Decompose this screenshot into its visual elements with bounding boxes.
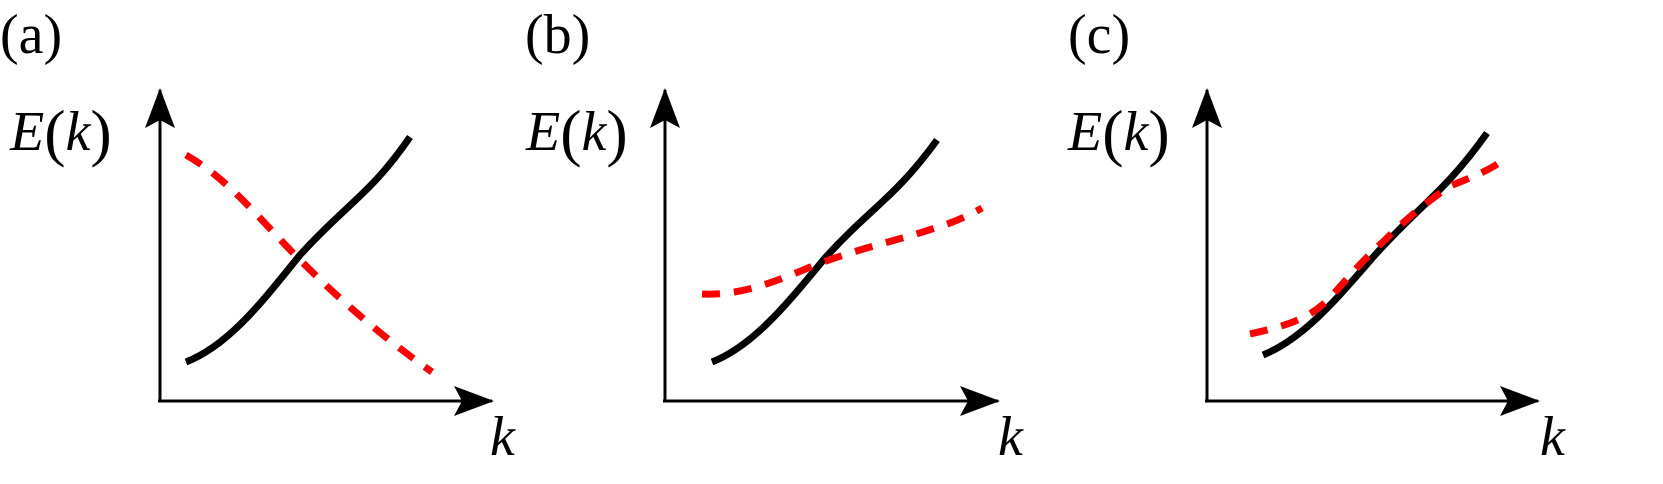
panel-a: (a) E(k) k bbox=[0, 4, 516, 468]
solid-curve bbox=[710, 137, 940, 366]
x-axis-label: k bbox=[490, 406, 516, 468]
panel-label: (c) bbox=[1068, 4, 1130, 66]
x-axis-label: k bbox=[1540, 406, 1566, 468]
y-axis-label: E(k) bbox=[525, 97, 628, 168]
panel-c: (c) E(k) k bbox=[1067, 4, 1566, 468]
panel-label: (b) bbox=[525, 4, 590, 66]
x-axis-label: k bbox=[998, 406, 1024, 468]
solid-curve bbox=[184, 135, 413, 366]
panel-b: (b) E(k) k bbox=[525, 4, 1024, 468]
dashed-curve bbox=[701, 204, 984, 298]
solid-curve bbox=[1261, 130, 1490, 359]
dashed-curve bbox=[1249, 153, 1511, 338]
panel-label: (a) bbox=[0, 4, 62, 66]
y-axis-label: E(k) bbox=[1067, 97, 1170, 168]
y-axis-label: E(k) bbox=[9, 97, 112, 168]
dashed-curve bbox=[184, 151, 435, 375]
